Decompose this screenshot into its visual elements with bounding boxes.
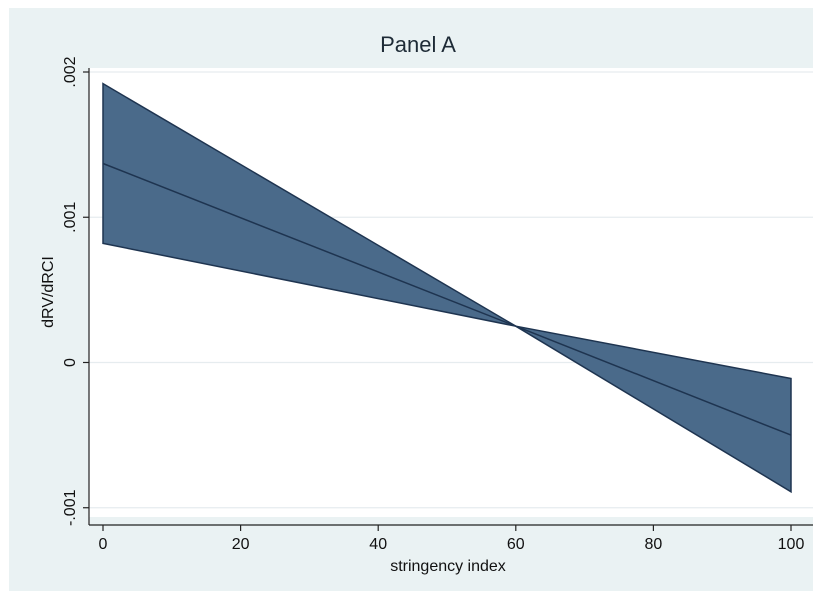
y-tick-labels: -.001 0 .001 .002 xyxy=(62,56,79,526)
x-tick-label-3: 60 xyxy=(507,536,525,553)
x-tick-label-0: 0 xyxy=(99,536,108,553)
axes xyxy=(83,68,813,531)
chart-svg: Panel A 0 20 40 60 80 100 -.001 0 .001 .002 stri… xyxy=(40,32,813,575)
chart-title: Panel A xyxy=(380,32,456,57)
x-tick-labels: 0 20 40 60 80 100 xyxy=(99,536,805,553)
x-tick-label-4: 80 xyxy=(645,536,663,553)
y-axis-label: dRV/dRCI xyxy=(40,256,57,328)
estimate-line xyxy=(102,162,792,436)
y-tick-label-3: .002 xyxy=(62,56,79,87)
x-tick-label-2: 40 xyxy=(369,536,387,553)
confidence-band-layer xyxy=(102,82,792,494)
x-tick-label-1: 20 xyxy=(232,536,250,553)
y-tick-label-1: 0 xyxy=(62,358,79,367)
chart-container: Panel A 0 20 40 60 80 100 -.001 0 .001 .002 stri… xyxy=(9,8,813,591)
y-tick-label-0: -.001 xyxy=(62,489,79,526)
x-tick-label-5: 100 xyxy=(778,536,805,553)
x-axis-label: stringency index xyxy=(390,558,506,575)
y-tick-label-2: .001 xyxy=(62,202,79,233)
